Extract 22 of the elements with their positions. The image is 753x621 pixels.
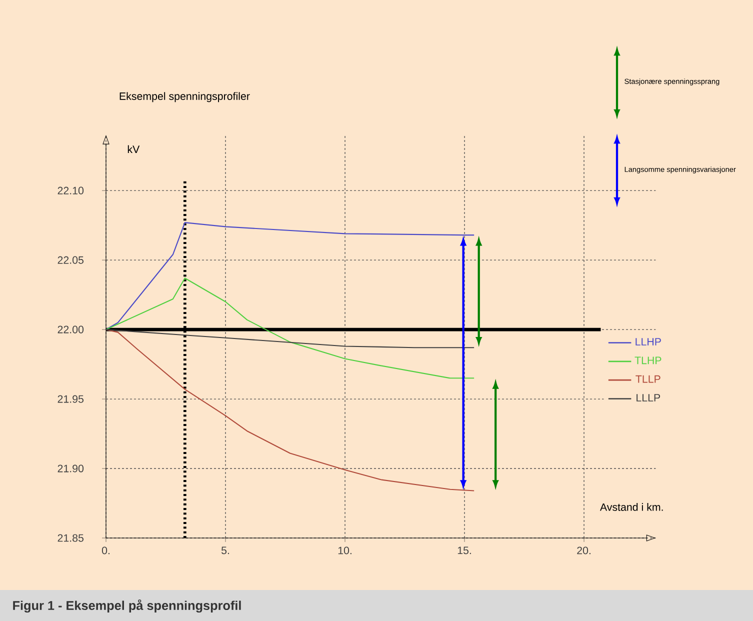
x-tick-label: 10.	[338, 546, 352, 554]
line-series	[106, 329, 475, 492]
y-tick-label: 21.95	[58, 395, 84, 403]
legend-label: TLHP	[634, 356, 662, 364]
x-tick-label: 0.	[102, 546, 110, 554]
y-tick-label: 21.90	[58, 464, 84, 472]
legend-label: TLLP	[636, 375, 660, 383]
legend-label: LLLP	[636, 394, 660, 402]
line-series	[106, 278, 475, 379]
line-series	[106, 222, 475, 330]
x-tick-label: 15.	[458, 546, 471, 554]
y-tick-label: 21.85	[58, 534, 84, 542]
y-tick-label: 22.10	[58, 186, 84, 194]
x-tick-label: 20.	[577, 546, 590, 554]
y-axis-title: kV	[128, 145, 140, 153]
y-tick-label: 22.05	[58, 256, 84, 264]
x-tick-label: 5.	[221, 546, 229, 554]
x-axis-title: Avstand i km.	[600, 503, 663, 511]
chart-title: Eksempel spenningsprofiler	[120, 92, 250, 102]
legend-label: LLHP	[636, 338, 661, 346]
text: Figur 1 - Eksempel på spenningsprofil	[13, 599, 241, 613]
y-tick-label: 22.00	[58, 326, 84, 334]
